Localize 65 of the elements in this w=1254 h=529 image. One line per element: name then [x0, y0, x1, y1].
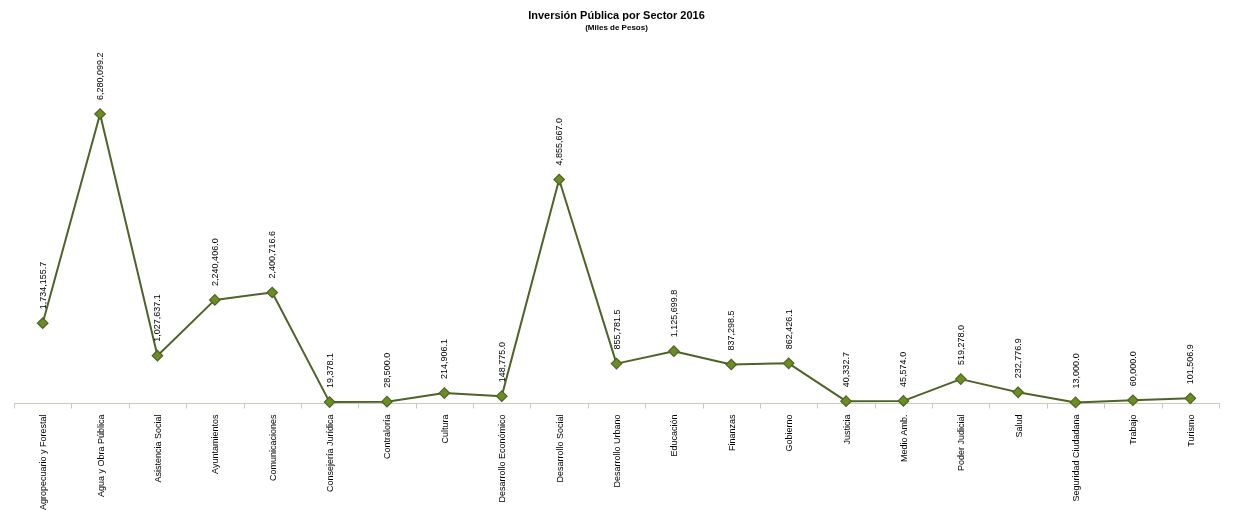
point	[208, 294, 221, 306]
point	[1012, 386, 1025, 399]
data-label: 19,378.1	[324, 353, 335, 389]
x-tick-label: Trabajo	[1128, 414, 1139, 445]
point	[840, 395, 852, 407]
point	[1069, 396, 1082, 409]
x-tick-label: Desarrollo Social	[554, 414, 565, 483]
data-label: 60,000.0	[1127, 351, 1138, 387]
data-label: 2,240,406.0	[209, 238, 220, 286]
point	[668, 345, 680, 358]
point	[954, 373, 967, 385]
x-tick-label: Educación	[669, 414, 680, 457]
x-tick-label: Medio Amb.	[898, 414, 909, 463]
x-tick-label: Salud	[1013, 414, 1024, 438]
point	[553, 173, 565, 186]
data-label: 40,332.7	[841, 352, 852, 388]
point	[94, 108, 106, 120]
data-label: 1,125,699.8	[668, 289, 679, 338]
x-tick-label: Agropecuario y Forestal	[38, 414, 49, 511]
chart-subtitle: (Miles de Pesos)	[585, 23, 649, 33]
data-label: 214,906.1	[439, 339, 450, 380]
x-tick-label: Poder Judicial	[956, 414, 967, 472]
x-tick-label: Cultura	[439, 414, 450, 444]
x-tick-label: Gobierno	[784, 414, 795, 452]
x-tick-label: Desarrollo Urbano	[612, 414, 622, 488]
data-label: 101,506.9	[1185, 344, 1196, 385]
data-label: 232,776.9	[1013, 338, 1024, 379]
point	[610, 357, 623, 370]
point	[381, 395, 393, 408]
x-tick-label: Contraloría	[382, 414, 393, 460]
data-label: 148,775.0	[496, 342, 507, 383]
data-label: 1,734,155.7	[37, 261, 48, 310]
point	[725, 358, 738, 371]
x-tick-label: Asistencia Social	[152, 414, 163, 483]
x-tick-label: Justicia	[841, 414, 852, 445]
point	[36, 317, 49, 330]
point	[782, 357, 795, 370]
data-label: 2,400,716.6	[267, 230, 278, 279]
point	[323, 396, 336, 408]
x-tick-label: Finanzas	[726, 414, 737, 452]
point	[897, 395, 910, 407]
data-label: 862,426.1	[783, 309, 794, 350]
x-tick-label: Ayuntamientos	[210, 414, 221, 474]
data-label: 1,027,637.1	[152, 294, 163, 342]
x-tick-label: Turismo	[1185, 414, 1196, 447]
data-label: 13,000.0	[1070, 353, 1081, 389]
x-tick-label: Comunicaciones	[267, 414, 278, 482]
data-label: 855,781.5	[611, 309, 622, 350]
point	[151, 349, 164, 362]
point	[1127, 394, 1139, 407]
point	[495, 390, 508, 402]
data-label: 28,500.0	[381, 352, 392, 388]
point	[438, 387, 451, 399]
chart-title: Inversión Pública por Sector 2016	[528, 9, 705, 22]
x-tick-label: Agua y Obra Pública	[95, 414, 106, 498]
data-label: 837,298.5	[726, 310, 737, 351]
x-tick-label: Consejería Jurídica	[325, 414, 336, 493]
x-tick-label: Desarrollo Económico	[497, 414, 508, 503]
data-label: 45,574.0	[898, 351, 909, 387]
data-label: 4,855,667.0	[554, 118, 565, 166]
data-label: 519,278.0	[955, 325, 966, 366]
x-tick-label: Seguridad Ciudadana	[1071, 414, 1082, 502]
point	[1184, 392, 1197, 405]
data-label: 6,280,099.2	[95, 52, 106, 100]
point	[266, 286, 279, 299]
